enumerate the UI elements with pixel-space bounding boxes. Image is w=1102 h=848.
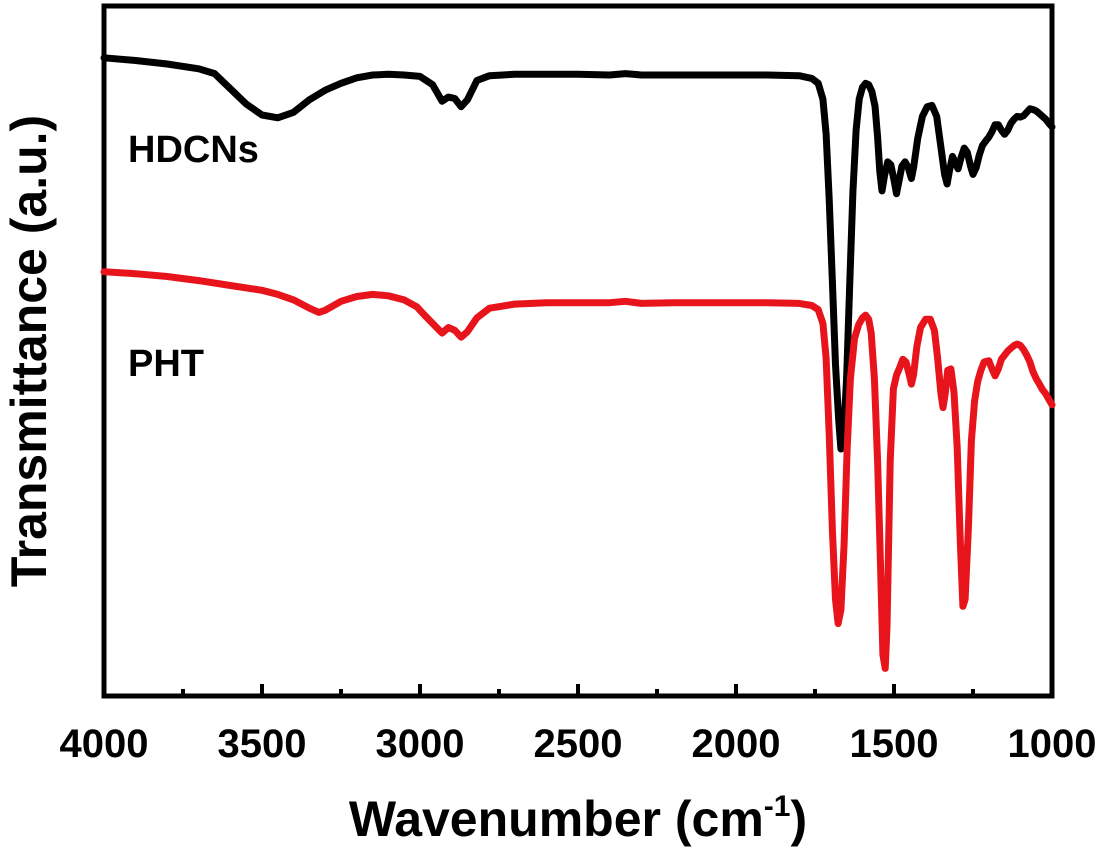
x-tick-label: 2000 <box>692 722 781 766</box>
series-layer <box>100 54 1056 672</box>
x-tick-label: 4000 <box>60 722 149 766</box>
plot-area <box>101 3 1055 699</box>
y-axis-title: Transmittance (a.u.) <box>1 115 57 587</box>
x-tick-label: 1500 <box>850 722 939 766</box>
series-labels: HDCNs PHT <box>128 129 259 385</box>
x-tick-label: 3000 <box>376 722 465 766</box>
series-label-hdcns: HDCNs <box>128 129 259 171</box>
x-tick-label: 2500 <box>534 722 623 766</box>
series-line-hdcns <box>100 54 1056 453</box>
x-tick-label: 1000 <box>1008 722 1097 766</box>
series-label-pht: PHT <box>128 343 204 385</box>
x-axis-title: Wavenumber (cm-1) <box>349 790 807 847</box>
x-axis-ticks: 4000 3500 3000 2500 2000 1500 1000 <box>60 684 1097 766</box>
x-tick-label: 3500 <box>218 722 307 766</box>
series-line-pht <box>100 268 1056 672</box>
plot-frame <box>101 3 1055 699</box>
